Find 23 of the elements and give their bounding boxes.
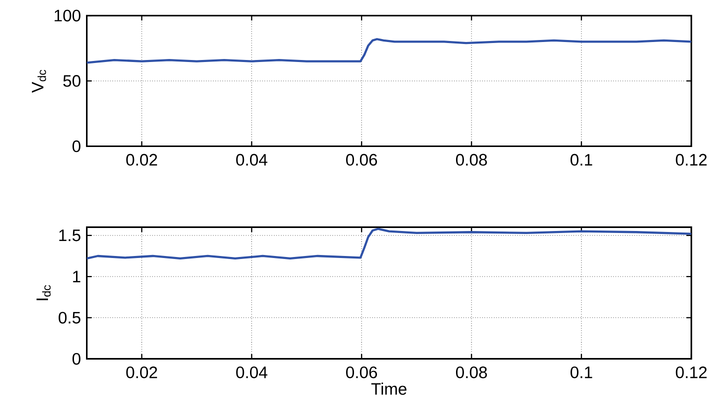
x-tick-label: 0.04 bbox=[236, 366, 268, 378]
x-tick-label: 0.12 bbox=[676, 154, 707, 166]
x-tick-label: 0.02 bbox=[126, 366, 158, 378]
y-tick-label: 0 bbox=[72, 352, 80, 364]
x-tick-label: 0.1 bbox=[570, 154, 592, 166]
x-tick-label: 0.08 bbox=[456, 366, 487, 378]
y-axis-title: I$_{dc}$ bbox=[36, 284, 51, 300]
x-tick-label: 0.1 bbox=[570, 366, 592, 378]
y-axis-title: V$_{dc}$ bbox=[32, 70, 46, 93]
line-series bbox=[86, 228, 692, 260]
y-tick-label: 100 bbox=[54, 10, 80, 22]
y-tick-label: 1.5 bbox=[59, 229, 80, 241]
x-tick-label: 0.04 bbox=[236, 154, 268, 166]
y-tick-label: 0.5 bbox=[58, 312, 80, 324]
x-tick-label: 0.02 bbox=[126, 154, 158, 166]
y-tick-label: 0 bbox=[72, 140, 80, 152]
y-tick-label: 1 bbox=[73, 270, 80, 282]
y-tick-label: 50 bbox=[63, 74, 80, 87]
x-tick-label: 0.12 bbox=[676, 366, 707, 378]
x-axis-title: Time bbox=[371, 382, 406, 395]
x-tick-label: 0.06 bbox=[346, 366, 377, 378]
x-tick-label: 0.06 bbox=[346, 154, 377, 166]
x-tick-label: 0.08 bbox=[456, 154, 487, 166]
